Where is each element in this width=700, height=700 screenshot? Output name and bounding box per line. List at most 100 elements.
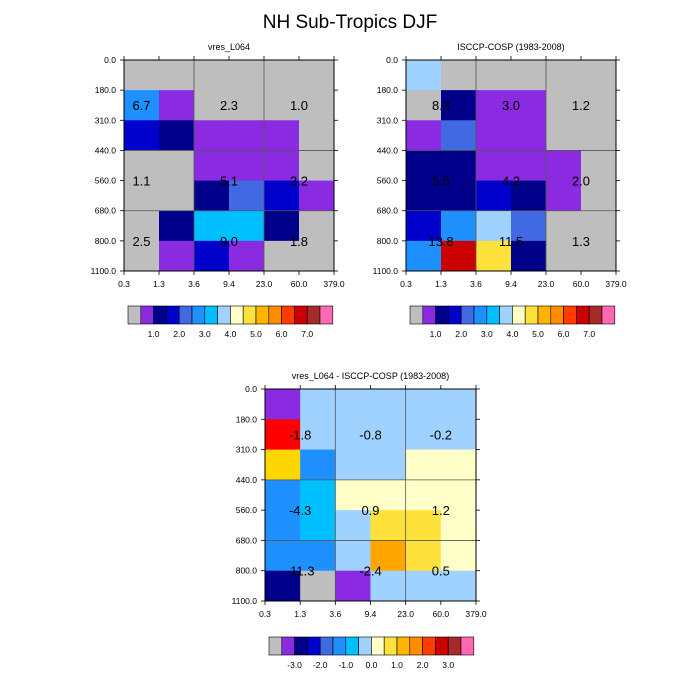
y-tick-label: 180.0: [377, 85, 399, 95]
x-tick-label: 1.3: [153, 279, 165, 289]
y-tick-label: 800.0: [377, 236, 399, 246]
heatmap-cell: [406, 240, 442, 272]
colorbar-box: [383, 636, 398, 656]
heatmap-cell: [546, 150, 582, 181]
cell-value-label: 1.2: [432, 503, 450, 518]
x-tick-label: 23.0: [256, 279, 273, 289]
heatmap-cell: [194, 240, 230, 272]
colorbar-label: -1.0: [338, 660, 353, 670]
heatmap-cell: [299, 150, 335, 181]
heatmap-cell: [124, 60, 160, 91]
colorbar-box: [435, 305, 449, 325]
x-tick-label: 60.0: [573, 279, 590, 289]
heatmap-cell: [300, 540, 336, 572]
heatmap-cell: [511, 90, 547, 121]
colorbar-label: 3.0: [481, 329, 493, 339]
cell-value-label: 13.8: [428, 234, 453, 249]
heatmap-cell: [405, 389, 442, 420]
colorbar-label: 2.0: [455, 329, 467, 339]
colorbar-box: [332, 636, 347, 656]
colorbar-box: [358, 636, 372, 656]
x-tick-label: 379.0: [605, 279, 627, 289]
colorbar-box: [486, 305, 500, 325]
cell-value-label: -4.3: [289, 503, 311, 518]
x-tick-label: 23.0: [397, 609, 414, 619]
x-tick-label: 0.3: [259, 609, 271, 619]
heatmap-cell: [546, 210, 582, 242]
heatmap-cell: [159, 240, 195, 272]
colorbar-label: 2.0: [173, 329, 185, 339]
colorbar-box: [319, 636, 334, 656]
x-tick-label: 3.6: [188, 279, 200, 289]
cell-value-label: 2.5: [132, 234, 150, 249]
heatmap-cell: [159, 90, 195, 121]
heatmap-cell: [476, 150, 512, 181]
heatmap-cell: [546, 120, 582, 151]
x-tick-label: 60.0: [433, 609, 450, 619]
cell-value-label: 1.2: [572, 98, 590, 113]
heatmap-cell: [124, 180, 160, 212]
y-tick-label: 0.0: [104, 55, 116, 65]
colorbar-box: [281, 636, 295, 656]
heatmap-cell: [159, 180, 195, 212]
heatmap-cell: [265, 419, 301, 450]
colorbar-label: 7.0: [583, 329, 595, 339]
cell-value-label: 2.0: [572, 174, 590, 189]
figure-title: NH Sub-Tropics DJF: [263, 12, 438, 33]
cell-value-label: 4.2: [502, 174, 520, 189]
cell-value-label: 8.3: [432, 98, 450, 113]
x-tick-label: 23.0: [538, 279, 555, 289]
y-tick-label: 1100.0: [373, 266, 399, 276]
heatmap-cell: [299, 180, 335, 212]
heatmap-cell: [405, 449, 442, 481]
heatmap-cell: [441, 240, 477, 272]
heatmap-cell: [581, 150, 617, 181]
heatmap-cell: [476, 210, 512, 242]
y-tick-label: 310.0: [377, 115, 399, 125]
y-tick-label: 800.0: [236, 566, 258, 576]
colorbar-box: [294, 636, 308, 656]
heatmap-cell: [441, 150, 477, 181]
x-tick-label: 60.0: [291, 279, 308, 289]
cell-value-label: 0.9: [361, 503, 379, 518]
x-tick-label: 0.3: [400, 279, 412, 289]
colorbar-box: [524, 305, 539, 325]
cell-value-label: 1.8: [290, 234, 308, 249]
y-tick-label: 310.0: [236, 445, 258, 455]
heatmap-cell: [581, 240, 617, 272]
colorbar: 1.0 2.0 3.0 4.0 5.0 6.0 7.0: [409, 305, 616, 339]
cell-value-label: 1.1: [132, 174, 150, 189]
heatmap-cell: [300, 389, 336, 420]
colorbar-label: 6.0: [276, 329, 288, 339]
y-tick-label: 1100.0: [91, 266, 117, 276]
x-tick-label: 9.4: [365, 609, 377, 619]
colorbar-box: [601, 305, 616, 325]
heatmap-cell: [264, 210, 300, 242]
colorbar-box: [166, 305, 180, 325]
colorbar-box: [409, 305, 424, 325]
y-tick-label: 680.0: [377, 206, 399, 216]
colorbar-box: [178, 305, 193, 325]
heatmap-cell: [264, 60, 300, 91]
x-tick-label: 3.6: [470, 279, 482, 289]
y-tick-label: 560.0: [236, 505, 258, 515]
colorbar-label: 0.0: [365, 660, 377, 670]
cell-value-label: 5.5: [432, 174, 450, 189]
panel-title: ISCCP-COSP (1983-2008): [457, 42, 564, 52]
heatmap-cell: [440, 570, 477, 602]
heatmap-cell: [511, 240, 547, 272]
x-tick-label: 379.0: [465, 609, 487, 619]
x-tick-label: 1.3: [294, 609, 306, 619]
heatmap-cell: [440, 540, 477, 572]
heatmap-cell: [299, 240, 335, 272]
heatmap-cell: [194, 120, 230, 151]
colorbar-box: [294, 305, 308, 325]
heatmap-cell: [335, 570, 371, 602]
heatmap-cell: [441, 210, 477, 242]
heatmap-cell: [440, 449, 477, 481]
heatmap-cell: [159, 120, 195, 151]
cell-value-label: -1.8: [289, 427, 311, 442]
colorbar-label: 5.0: [250, 329, 262, 339]
heatmap-cell: [159, 150, 195, 181]
